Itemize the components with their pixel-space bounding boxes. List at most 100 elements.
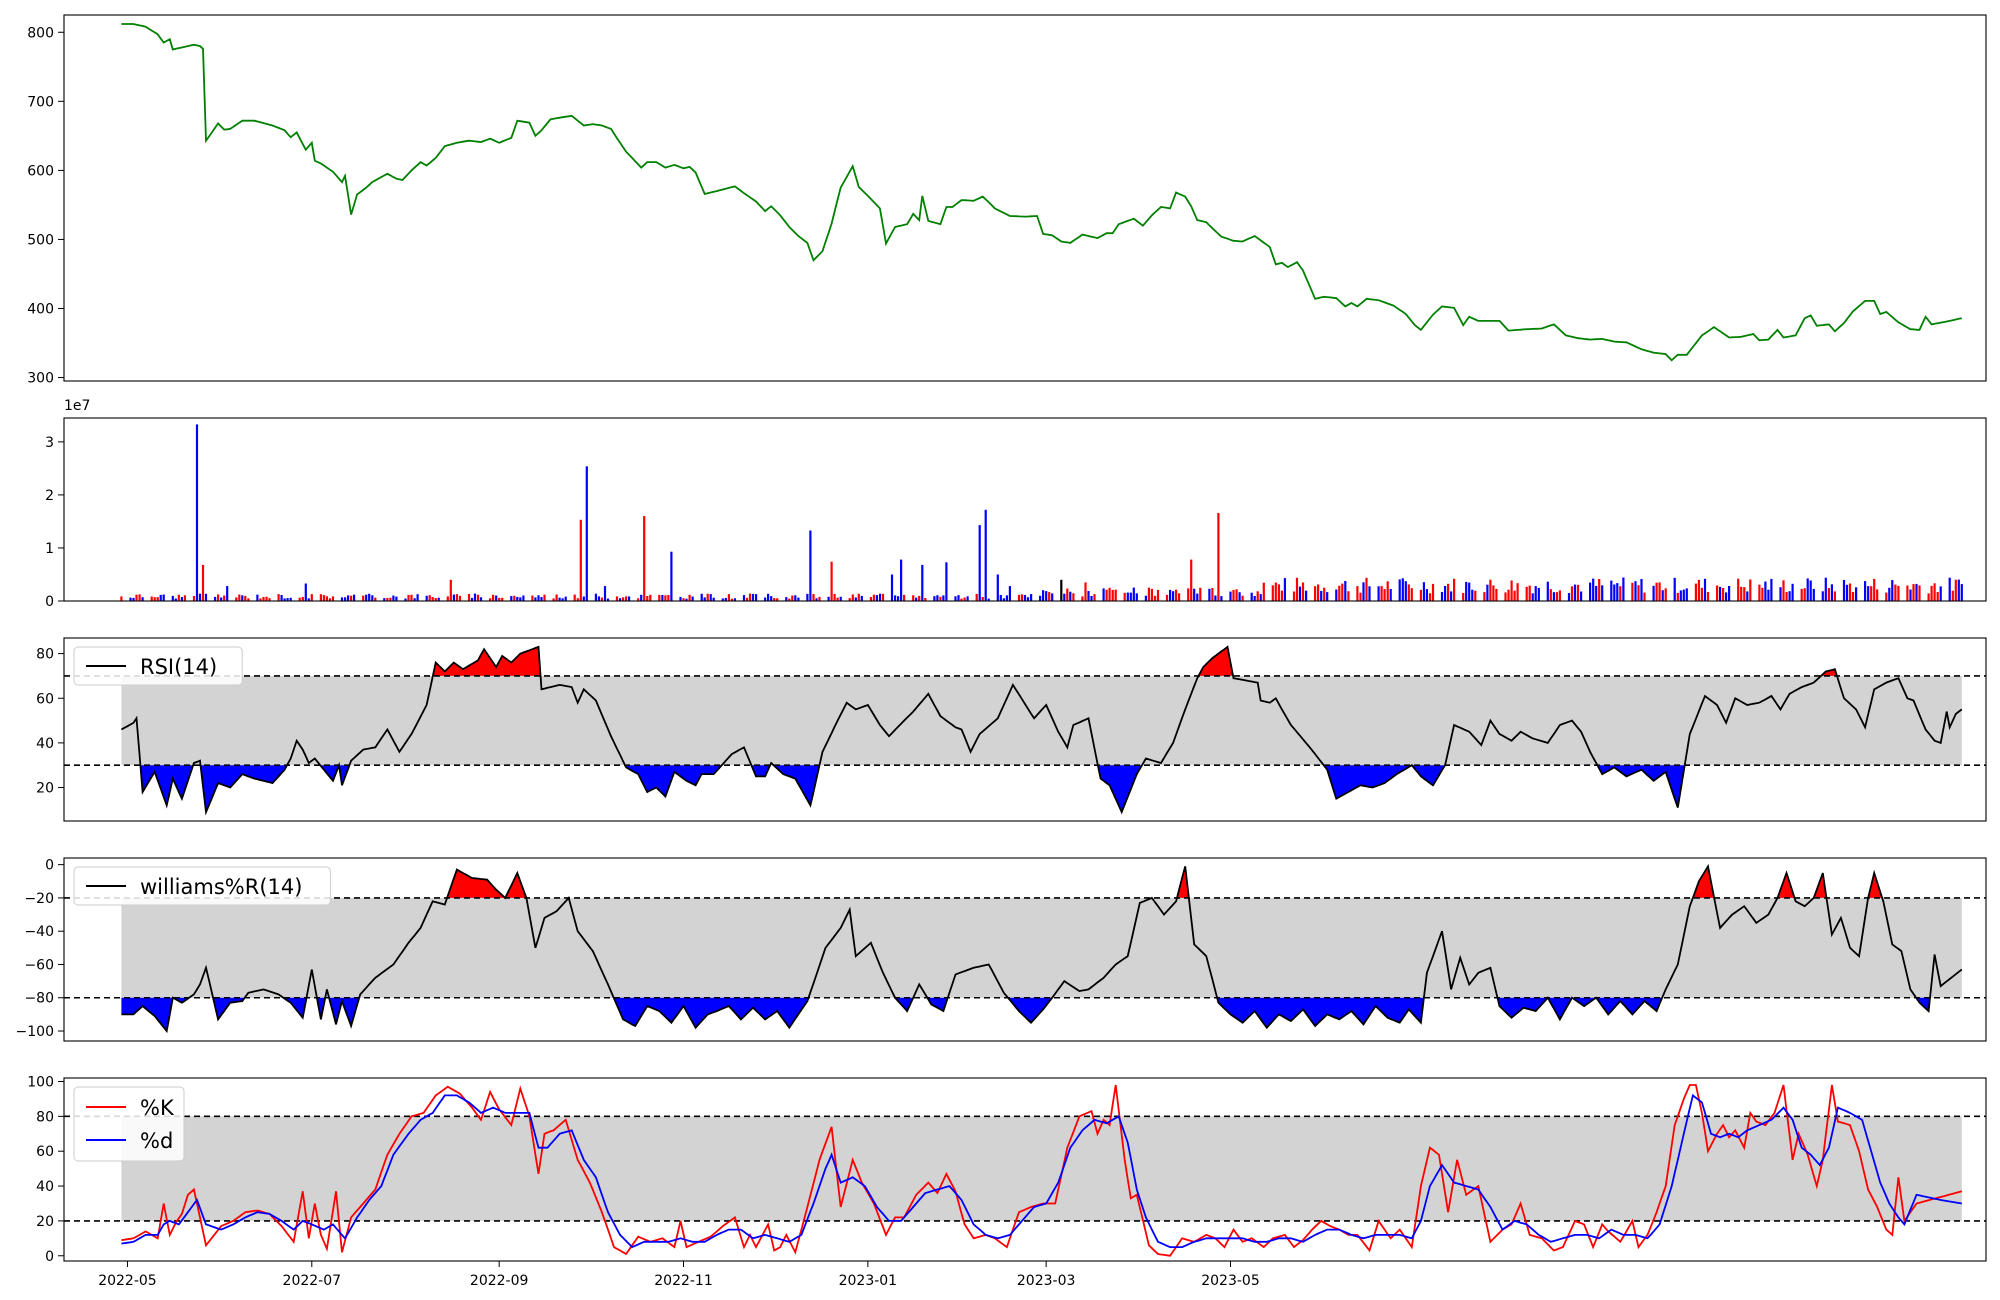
volume-bar [751, 593, 755, 601]
volume-bar [407, 594, 410, 601]
volume-bar [347, 595, 350, 601]
williams-panel: 0 −20 −40 −60 −80 −100 williams%R(14) [16, 857, 1987, 1042]
volume-bar [797, 597, 800, 601]
volume-bar [1791, 583, 1794, 601]
volume-bar [791, 595, 794, 601]
volume-bar [1045, 591, 1048, 601]
neutral-band [121, 897, 1962, 998]
volume-bar [383, 598, 386, 601]
volume-bar [1809, 580, 1812, 601]
volume-bar [1440, 592, 1444, 601]
volume-bar [1697, 579, 1700, 601]
volume-bar [1706, 592, 1710, 601]
volume-bar [1323, 587, 1326, 601]
volume-bar [1326, 592, 1329, 601]
volume-bar [183, 595, 186, 601]
volume-bar [1652, 585, 1655, 601]
volume-bar [1135, 593, 1138, 601]
volume-bar [289, 597, 292, 601]
volume-bar [637, 598, 640, 601]
legend-label: %K [140, 1096, 175, 1120]
volume-bar [1537, 587, 1540, 601]
volume-bar [1283, 578, 1286, 601]
volume-bar [1897, 585, 1900, 601]
volume-bar [386, 597, 389, 601]
volume-bar [622, 597, 625, 601]
volume-bar [214, 596, 217, 601]
x-tick-label: 2022-05 [98, 1273, 157, 1289]
volume-bar [1936, 592, 1939, 601]
volume-bar [1453, 578, 1456, 601]
volume-bar [1208, 588, 1211, 601]
volume-bar [1305, 590, 1308, 601]
volume-bar [1806, 578, 1809, 601]
volume-bar [1008, 586, 1011, 601]
volume-bar [839, 596, 842, 601]
oversold-fill [121, 997, 173, 1031]
volume-bar [1788, 591, 1791, 601]
overbought-fill [432, 646, 541, 676]
volume-bar [1833, 591, 1836, 601]
overbought-fill [447, 869, 506, 898]
volume-bar [1682, 589, 1685, 601]
volume-bar [1450, 591, 1453, 601]
volume-bar [833, 593, 836, 601]
legend-box [73, 1086, 185, 1162]
legend-label: RSI(14) [140, 655, 217, 679]
overbought-fill [1821, 669, 1837, 676]
volume-bar [1344, 581, 1347, 601]
volume-bar [1444, 586, 1447, 601]
volume-bar [1495, 588, 1498, 601]
volume-bar [1855, 587, 1858, 601]
volume-bar [936, 595, 939, 601]
volume-bar [1640, 579, 1643, 601]
volume-bar [1598, 579, 1601, 601]
volume-bar [470, 597, 474, 601]
volume-bar [1767, 589, 1770, 601]
volume-bar [1758, 584, 1761, 601]
volume-bar [353, 594, 356, 601]
volume-bar [1555, 592, 1558, 601]
volume-bar [177, 594, 180, 601]
volume-bar [1885, 592, 1888, 601]
volume-bar [646, 596, 649, 601]
volume-bar [537, 595, 540, 601]
volume-bar [1948, 577, 1951, 601]
volume-bar [410, 594, 413, 601]
volume-bar [558, 597, 561, 601]
volume-bar [727, 594, 730, 601]
volume-bar [1274, 582, 1277, 601]
volume-bar [132, 597, 135, 601]
volume-bar [1072, 593, 1075, 601]
volume-bar [156, 597, 159, 601]
volume-bar [1123, 592, 1126, 601]
volume-bar [658, 594, 661, 601]
oversold-fill [1597, 765, 1685, 808]
volume-bar [1906, 585, 1909, 601]
volume-bar [1558, 590, 1561, 601]
volume-bar [1250, 592, 1253, 601]
volume-bar [860, 595, 863, 601]
volume-bar [1465, 581, 1468, 601]
volume-bar [1664, 588, 1667, 601]
volume-bar [582, 596, 585, 601]
volume-bar [954, 596, 957, 601]
volume-bar [576, 598, 579, 601]
volume-bar [519, 597, 522, 601]
oversold-fill [172, 997, 190, 1003]
volume-bar [1915, 583, 1918, 601]
overbought-fill [1198, 646, 1234, 676]
indicator-line [121, 863, 1963, 1034]
oversold-fill [1547, 997, 1572, 1020]
y-tick-label: 600 [27, 163, 54, 179]
volume-bar [150, 596, 153, 601]
volume-bar [685, 598, 688, 601]
volume-bar [1428, 593, 1432, 601]
volume-bar [900, 559, 903, 601]
volume-bar [1516, 583, 1519, 601]
volume-bar [365, 594, 368, 601]
volume-bar [1193, 588, 1196, 601]
volume-bar [153, 597, 156, 601]
volume-bar [204, 593, 208, 601]
